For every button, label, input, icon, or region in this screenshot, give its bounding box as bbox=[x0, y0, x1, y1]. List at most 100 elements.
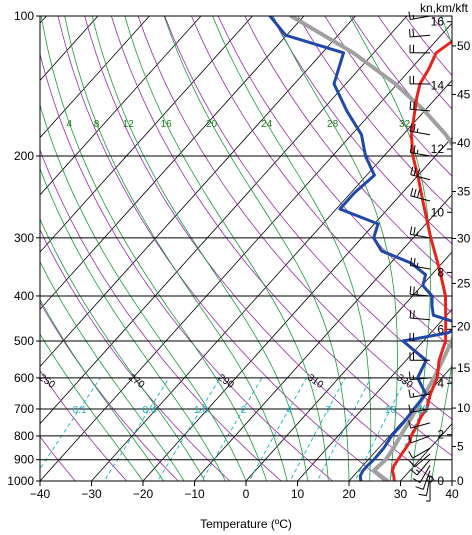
km-tick-label: 6 bbox=[437, 322, 444, 336]
mixing-ratio-label: 0.1 bbox=[73, 405, 87, 416]
y-tick-label: 700 bbox=[14, 402, 34, 416]
wind-barb bbox=[409, 309, 431, 321]
dry-adiabat bbox=[84, 16, 437, 481]
wind-barb-flag bbox=[408, 404, 411, 413]
x-tick-label: 20 bbox=[342, 487, 356, 501]
temperature-curve bbox=[390, 39, 452, 481]
isotherm-line bbox=[296, 308, 452, 481]
wind-barb-flag bbox=[409, 123, 413, 132]
isotherm-line bbox=[40, 16, 99, 81]
wind-barb bbox=[409, 453, 431, 468]
km-tick-label: 10 bbox=[431, 205, 445, 219]
wind-barb-flag bbox=[413, 310, 415, 319]
y-tick-label: 800 bbox=[14, 429, 34, 443]
wind-barb-flag bbox=[416, 189, 420, 198]
wind-barb-flag bbox=[409, 309, 412, 319]
wind-barb-half bbox=[416, 231, 419, 236]
kft-tick-label: 25 bbox=[457, 276, 471, 290]
wind-barb bbox=[408, 447, 431, 459]
wind-barb-staff bbox=[410, 152, 431, 157]
wind-barb bbox=[409, 101, 431, 112]
isotherm-line bbox=[40, 16, 253, 253]
wind-barb-flag bbox=[408, 28, 411, 38]
mixing-ratio-line bbox=[40, 377, 101, 470]
wind-barb-flag bbox=[410, 469, 418, 476]
wind-barb-staff bbox=[410, 422, 431, 429]
kft-tick-label: 0 bbox=[457, 474, 464, 488]
wind-barb-flag bbox=[409, 286, 412, 295]
wind-barb-half bbox=[416, 262, 419, 267]
wind-barb-staff bbox=[412, 447, 431, 459]
dry-adiabat bbox=[40, 369, 128, 481]
wind-barb-staff bbox=[410, 174, 431, 181]
mixing-ratio-line bbox=[289, 377, 346, 481]
wind-barb-half bbox=[412, 392, 415, 397]
mixing-ratio-label: 0.4 bbox=[143, 405, 157, 416]
wind-barb-staff bbox=[410, 233, 431, 239]
dry-adiabat bbox=[110, 16, 452, 457]
y-tick-label: 300 bbox=[14, 231, 34, 245]
dry-adiabat bbox=[297, 16, 452, 211]
km-tick-label: 0 bbox=[437, 474, 444, 488]
dry-adiabat bbox=[40, 148, 282, 481]
y-tick-label: 1000 bbox=[7, 474, 34, 488]
wind-barb-flag bbox=[413, 167, 417, 176]
wind-barb-flag bbox=[413, 286, 415, 295]
moist-adiabat bbox=[64, 16, 288, 481]
km-tick-label: 2 bbox=[437, 428, 444, 442]
dry-adiabat bbox=[244, 16, 452, 279]
wind-barb bbox=[408, 389, 431, 398]
wind-barb-flag bbox=[409, 101, 412, 110]
wind-barb bbox=[409, 44, 431, 54]
kft-tick-label: 15 bbox=[457, 361, 471, 375]
x-axis-label: Temperature (ºC) bbox=[200, 517, 292, 531]
isotherm-line bbox=[40, 16, 408, 425]
wind-barb-staff bbox=[410, 108, 431, 112]
moist-adiabat bbox=[40, 261, 185, 481]
moist-adiabat bbox=[91, 16, 309, 481]
mixing-ratio-line bbox=[354, 377, 407, 481]
wind-barb-staff bbox=[410, 130, 431, 136]
kft-tick-label: 50 bbox=[457, 39, 471, 53]
wind-barb-flag bbox=[409, 144, 413, 153]
wind-barb bbox=[408, 371, 431, 381]
y-tick-label: 200 bbox=[14, 149, 34, 163]
moist-adiabat-label: 16 bbox=[161, 119, 173, 130]
dry-adiabat bbox=[40, 52, 334, 481]
moist-adiabat-label: 32 bbox=[399, 119, 411, 130]
wind-barb bbox=[409, 75, 431, 85]
wind-barb-staff bbox=[410, 195, 431, 202]
mixing-ratio-line bbox=[248, 377, 307, 481]
wind-barb bbox=[408, 435, 431, 444]
wind-barb-flag bbox=[412, 28, 415, 37]
wind-barb-staff bbox=[422, 470, 431, 490]
wind-barb bbox=[415, 470, 431, 490]
moist-adiabat-label: 8 bbox=[94, 119, 100, 130]
wind-barb-half bbox=[416, 149, 419, 154]
mixing-ratio-line bbox=[388, 377, 439, 481]
wind-barb bbox=[408, 420, 431, 429]
wind-barb-flag bbox=[409, 226, 413, 235]
moist-adiabat bbox=[212, 16, 372, 481]
wind-barb bbox=[409, 257, 431, 270]
mixing-ratio-label: 4 bbox=[286, 405, 292, 416]
km-tick-label: 8 bbox=[437, 265, 444, 279]
wind-barb bbox=[410, 187, 431, 202]
dry-adiabat bbox=[40, 435, 76, 481]
wind-barb-half bbox=[415, 469, 420, 473]
kft-tick-label: 5 bbox=[457, 440, 464, 454]
wind-barb-flag bbox=[418, 493, 427, 497]
wind-barb-flag bbox=[408, 420, 412, 429]
wind-barb-flag bbox=[410, 187, 414, 197]
isotherm-line bbox=[40, 16, 356, 368]
isotherm-line bbox=[40, 16, 305, 310]
x-tick-label: −20 bbox=[133, 487, 154, 501]
wind-barb-flag bbox=[413, 145, 416, 154]
kft-tick-label: 40 bbox=[457, 136, 471, 150]
wind-barb-flag bbox=[413, 258, 416, 267]
wind-barb bbox=[409, 333, 431, 342]
moist-adiabat bbox=[40, 167, 226, 481]
mixing-ratio-label: 16 bbox=[385, 405, 397, 416]
kft-tick-label: 20 bbox=[457, 320, 471, 334]
isotherm-line bbox=[245, 251, 452, 481]
